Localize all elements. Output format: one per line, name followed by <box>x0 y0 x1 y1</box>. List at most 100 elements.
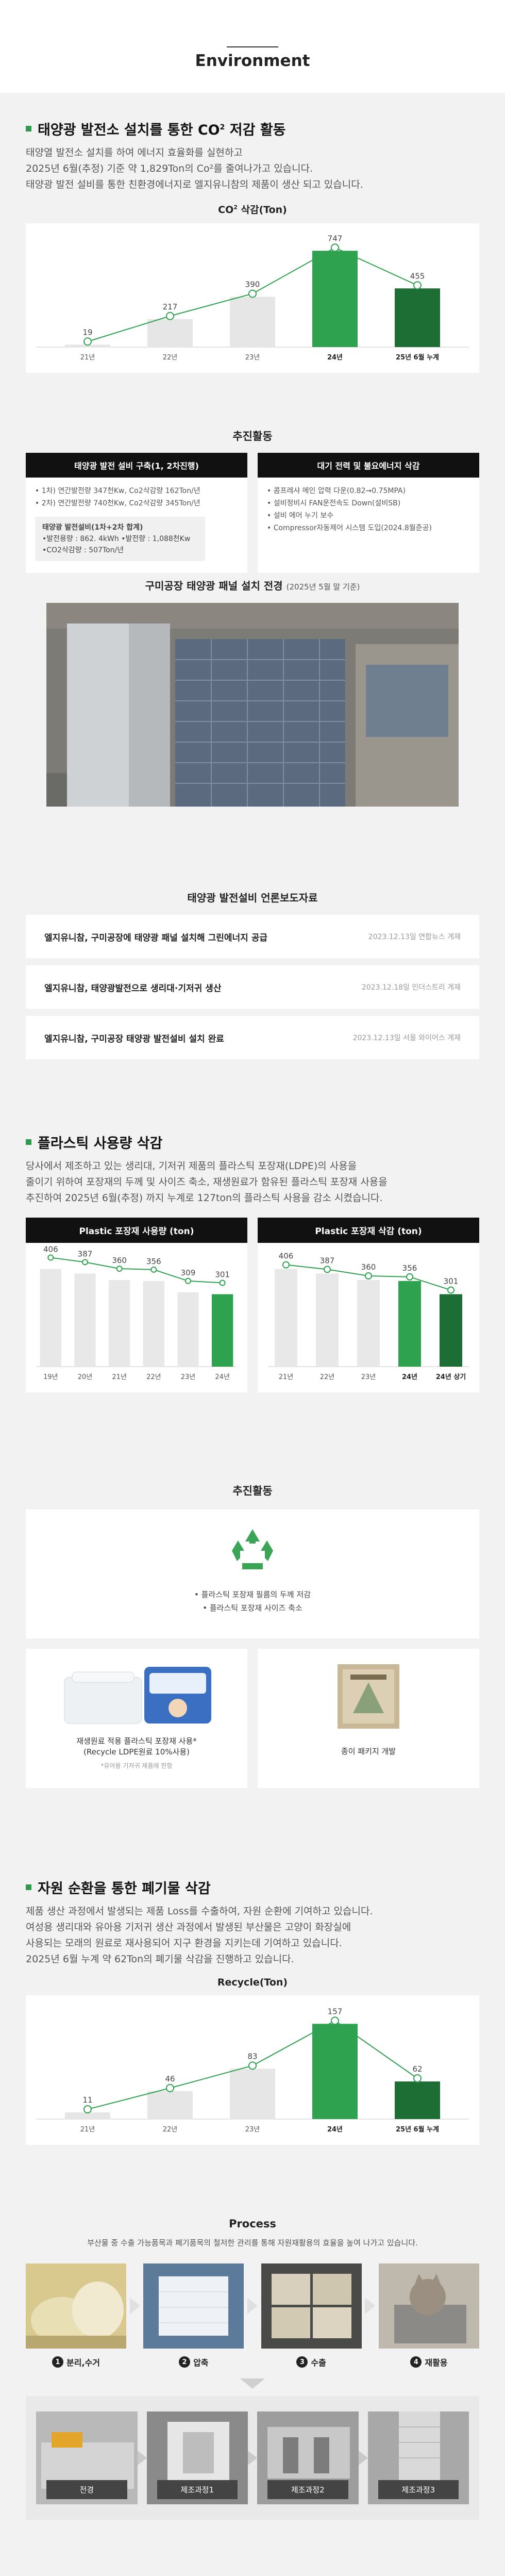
header-divider <box>227 46 278 47</box>
compression-image <box>159 2276 229 2336</box>
solar-install-header: 태양광 발전 설비 구축(1, 2차진행) <box>26 453 247 478</box>
process-title: Process <box>229 2218 276 2230</box>
bar <box>147 2091 193 2119</box>
step-photo <box>261 2263 362 2349</box>
data-label: 387 <box>320 1256 335 1265</box>
page-title: Environment <box>195 52 310 70</box>
data-label: 387 <box>78 1249 93 1258</box>
process-step: 1 분리,수거 <box>26 2263 126 2368</box>
recycle-panel: • 플라스틱 포장재 필름의 두께 저감 • 플라스틱 포장재 사이즈 축소 <box>26 1509 479 1638</box>
press-item[interactable]: 엘지유니참, 태양광발전으로 생리대·기저귀 생산 2023.12.18일 인더스… <box>26 965 479 1009</box>
data-point <box>166 311 174 320</box>
bar <box>395 288 440 347</box>
data-label: 217 <box>163 302 178 311</box>
recycled-packaging-caption: 재생원료 적용 플라스틱 포장재 사용* <box>76 1736 197 1746</box>
down-arrow-icon <box>26 2378 479 2389</box>
co2-chart-svg: 21년 22년 23년 24년 25년 6월 누계 19 217 390 747 455 <box>36 234 469 362</box>
process-step: 4 재활용 <box>378 2263 479 2368</box>
data-point <box>219 1279 226 1286</box>
press-item[interactable]: 엘지유니참, 구미공장 태양광 발전설비 설치 완료 2023.12.13일 서울… <box>26 1016 479 1059</box>
tick-label: 19년 <box>43 1373 58 1381</box>
bar <box>312 2024 358 2119</box>
data-point <box>116 1266 123 1272</box>
bar <box>230 2069 275 2119</box>
tick-label: 21년 <box>80 2126 95 2134</box>
standby-power-column: 대기 전력 및 불요에너지 삭감 • 콤프레샤 메인 압력 다운(0.82→0.… <box>258 453 479 573</box>
data-point <box>324 1266 331 1273</box>
waste-description: 제품 생산 과정에서 발생되는 제품 Loss를 수출하여, 자원 순환에 기여… <box>26 1906 373 1965</box>
tick-label: 24년 <box>402 1373 417 1381</box>
recycled-packaging-caption-2: (Recycle LDPE원료 10%사용) <box>83 1747 190 1757</box>
diaper-package-image <box>64 1667 211 1724</box>
section-bullet-icon <box>26 1884 31 1890</box>
press-item[interactable]: 엘지유니참, 구미공장에 태양광 패널 설치해 그린에너지 공급 2023.12.… <box>26 915 479 958</box>
process-section: Process 부산물 중 수출 가능품목과 폐기품목의 철저한 관리를 통해 … <box>26 2218 479 2520</box>
bar <box>74 1273 96 1367</box>
data-point <box>365 1272 372 1279</box>
process-photo-3: 제조과정3 <box>367 2411 469 2504</box>
export-image <box>271 2274 351 2338</box>
tick-label: 24년 <box>215 1373 230 1381</box>
waste-title: 자원 순환을 통한 폐기물 삭감 <box>26 1877 479 1897</box>
paper-package-image <box>338 1664 399 1729</box>
plastic-description: 당사에서 제조하고 있는 생리대, 기저귀 제품의 플라스틱 포장재(LDPE)… <box>26 1160 388 1204</box>
plastic-usage-chart: Plastic 포장재 사용량 (ton) 19년 20년 21년 22년 23년 24년… <box>26 1218 247 1392</box>
paper-package-caption: 종이 패키지 개발 <box>341 1747 396 1756</box>
next-arrow-icon <box>365 2298 376 2314</box>
bar <box>230 297 275 347</box>
bar <box>395 2081 440 2119</box>
data-point <box>282 1261 290 1269</box>
data-label: 747 <box>328 234 343 243</box>
tick-label: 22년 <box>146 1373 161 1381</box>
tick-label: 23년 <box>245 354 260 362</box>
standby-power-header: 대기 전력 및 불요에너지 삭감 <box>258 453 479 478</box>
data-point <box>413 2074 422 2083</box>
tick-label: 22년 <box>163 354 178 362</box>
solar-title: 태양광 발전소 설치를 통한 CO2 저감 활동 <box>26 119 479 139</box>
process-step: 2 압축 <box>143 2263 244 2368</box>
header: Environment <box>0 0 505 93</box>
press-section: 태양광 발전설비 언론보도자료 엘지유니참, 구미공장에 태양광 패널 설치해 … <box>26 890 479 1059</box>
process-description: 부산물 중 수출 가능품목과 폐기품목의 철저한 관리를 통해 자원재활용의 효… <box>87 2238 418 2247</box>
data-point <box>331 243 339 252</box>
data-point <box>331 2016 339 2025</box>
bar <box>440 1294 462 1367</box>
plastic-activities: 추진활동 • 플라스틱 포장재 필름의 두께 저감 • 플라스틱 포장재 사이즈… <box>26 1483 479 1788</box>
data-label: 455 <box>410 271 425 281</box>
step-photo <box>26 2263 126 2349</box>
bar <box>357 1280 380 1367</box>
data-point <box>413 281 422 290</box>
data-label: 356 <box>146 1257 161 1266</box>
process-steps: 1 분리,수거 2 압축 3 수출 4 재활용 <box>26 2263 479 2368</box>
tick-label: 22년 <box>320 1373 335 1381</box>
collection-image <box>26 2282 126 2349</box>
step-photo <box>143 2263 244 2349</box>
data-label: 390 <box>245 280 260 289</box>
data-label: 62 <box>412 2064 422 2074</box>
solar-install-column: 태양광 발전 설비 구축(1, 2차진행) • 1차) 연간발전량 347천Kw… <box>26 453 247 573</box>
bar <box>212 1294 233 1367</box>
plastic-reduction-chart: Plastic 포장재 삭감 (ton) 21년 22년 23년 24년 24년 상기 4… <box>258 1218 479 1392</box>
recycled-packaging-note: *유아용 기저귀 제품에 한함 <box>100 1762 173 1769</box>
data-label: 356 <box>402 1264 417 1273</box>
next-arrow-icon <box>248 2451 257 2465</box>
tick-label: 21년 <box>279 1373 294 1381</box>
solar-panel-photo <box>46 603 459 807</box>
data-point <box>185 1277 191 1284</box>
tick-label: 20년 <box>78 1373 93 1381</box>
bar <box>40 1269 61 1367</box>
aerial-photo-illustration <box>46 603 459 807</box>
tick-label: 25년 6월 누계 <box>396 2125 439 2134</box>
data-label: 301 <box>444 1277 459 1286</box>
tick-label: 21년 <box>112 1373 127 1381</box>
factory-photo: 전경 <box>36 2411 138 2504</box>
next-arrow-icon <box>137 2451 147 2465</box>
press-title: 태양광 발전설비 언론보도자료 <box>187 892 318 904</box>
manufacturing-band: 전경 제조과정1 제조과정2 제조과정3 <box>26 2396 479 2520</box>
data-point <box>83 2105 92 2114</box>
solar-section: 태양광 발전소 설치를 통한 CO2 저감 활동 태양열 발전소 설치를 하여 … <box>26 119 479 373</box>
data-point <box>248 289 257 298</box>
tick-label: 25년 6월 누계 <box>396 353 439 362</box>
tick-label: 23년 <box>361 1373 376 1381</box>
